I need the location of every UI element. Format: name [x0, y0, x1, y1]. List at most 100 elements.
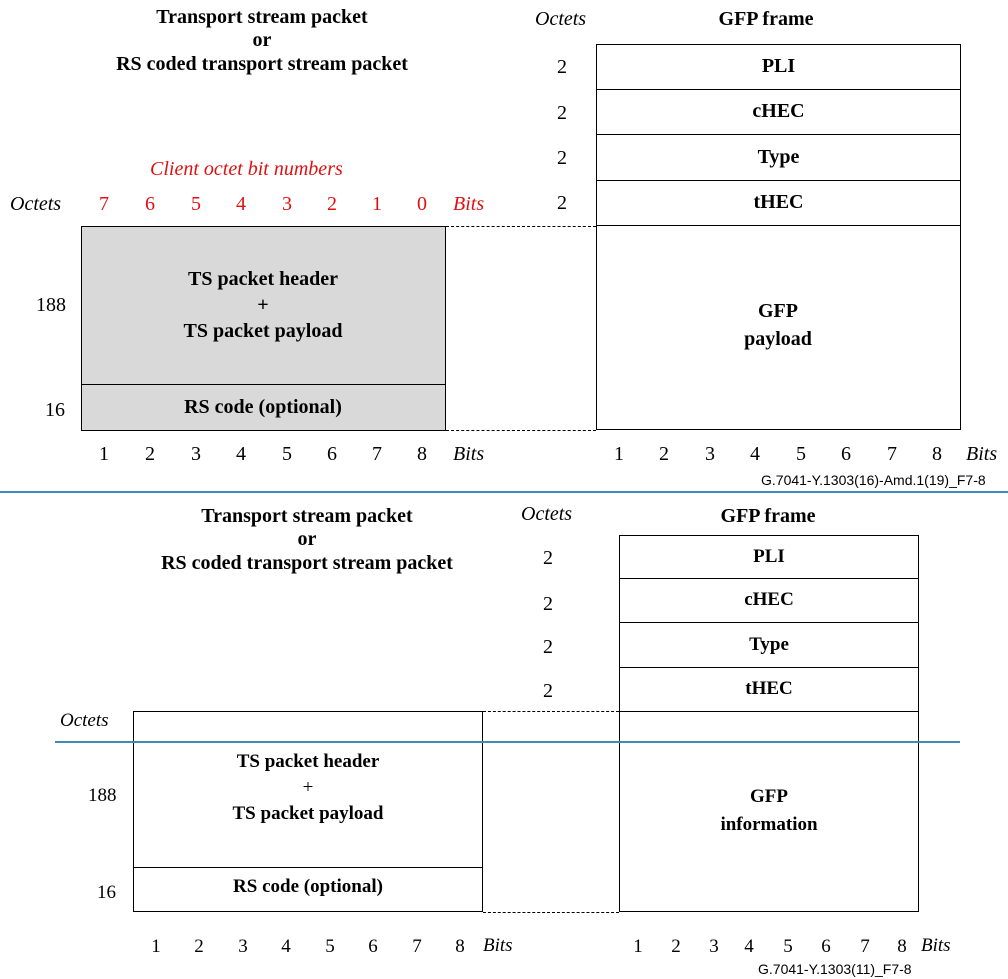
payload-octets: 188: [88, 785, 117, 806]
gfp-frame-box: [596, 44, 961, 430]
ts-bit-number: 1: [99, 443, 109, 465]
octets-header: Octets: [521, 503, 573, 525]
gfp-bit-number: 7: [860, 936, 870, 957]
gfp-bit-number: 6: [841, 443, 851, 465]
ts-plus-label: +: [257, 294, 269, 316]
type-field: Type: [749, 633, 789, 655]
payload-octets: 188: [36, 294, 66, 316]
thec-octets: 2: [543, 680, 553, 702]
ts-title-or: or: [297, 528, 317, 550]
gfp-payload-line2: payload: [744, 328, 812, 350]
ts-bits-label: Bits: [453, 443, 485, 465]
client-bit-number: 3: [282, 193, 292, 215]
ts-bit-number: 3: [191, 443, 201, 465]
ts-bit-number: 1: [151, 936, 161, 957]
pli-octets: 2: [543, 547, 553, 569]
gfp-bit-number: 1: [614, 443, 624, 465]
connector-line: [446, 430, 596, 431]
gfp-bit-number: 2: [671, 936, 681, 957]
client-bit-number: 2: [327, 193, 337, 215]
client-bit-number: 1: [372, 193, 382, 215]
left-octets-label: Octets: [10, 193, 62, 215]
ts-packet-box: [133, 711, 483, 912]
gfp-bit-number: 3: [705, 443, 715, 465]
ts-bit-number: 5: [282, 443, 292, 465]
ts-bit-number: 7: [372, 443, 382, 465]
ts-bit-number: 6: [327, 443, 337, 465]
ts-packet-payload-label: TS packet payload: [183, 320, 343, 342]
rs-code-label: RS code (optional): [233, 876, 383, 897]
gfp-bit-number: 4: [744, 936, 754, 957]
ts-packet-header-label: TS packet header: [236, 751, 380, 772]
gfp-separator: [596, 180, 961, 181]
client-bit-number: 5: [191, 193, 201, 215]
gfp-info-line1: GFP: [750, 786, 788, 807]
ts-title-line2: RS coded transport stream packet: [161, 552, 453, 574]
client-bit-numbers-label: Client octet bit numbers: [150, 158, 343, 180]
gfp-bits-label: Bits: [966, 443, 998, 465]
gfp-bit-number: 8: [932, 443, 942, 465]
connector-line: [483, 711, 619, 712]
rs-separator: [81, 384, 446, 385]
figure-tag: G.7041-Y.1303(16)-Amd.1(19)_F7-8: [761, 472, 986, 488]
gfp-separator: [619, 667, 919, 668]
gfp-bit-number: 1: [633, 936, 643, 957]
thec-field: tHEC: [745, 678, 793, 699]
connector-line: [483, 912, 619, 913]
chec-field: cHEC: [752, 100, 805, 122]
chec-field: cHEC: [744, 589, 794, 610]
gfp-info-line2: information: [720, 814, 818, 835]
ts-bits-label: Bits: [483, 935, 513, 956]
client-bits-label: Bits: [453, 193, 485, 215]
ts-packet-box: [81, 226, 446, 431]
ts-title-line1: Transport stream packet: [156, 6, 368, 28]
type-octets: 2: [543, 636, 553, 658]
rs-octets: 16: [97, 882, 116, 903]
ts-packet-header-label: TS packet header: [188, 268, 338, 290]
gfp-bit-number: 6: [821, 936, 831, 957]
client-bit-number: 0: [417, 193, 427, 215]
ts-bit-number: 8: [417, 443, 427, 465]
ts-bit-number: 4: [281, 936, 291, 957]
rs-code-label: RS code (optional): [184, 396, 342, 418]
ts-bit-number: 2: [194, 936, 204, 957]
pli-octets: 2: [557, 56, 567, 78]
chec-octets: 2: [543, 593, 553, 615]
gfp-bit-number: 7: [887, 443, 897, 465]
gfp-bit-number: 5: [796, 443, 806, 465]
gfp-bit-number: 5: [783, 936, 793, 957]
ts-bit-number: 6: [368, 936, 378, 957]
gfp-frame-title: GFP frame: [718, 8, 814, 30]
ts-title-line1: Transport stream packet: [201, 505, 413, 527]
thec-octets: 2: [557, 192, 567, 214]
gfp-separator: [596, 134, 961, 135]
ts-packet-payload-label: TS packet payload: [232, 803, 384, 824]
gfp-bit-number: 2: [659, 443, 669, 465]
gfp-separator: [619, 622, 919, 623]
rs-separator: [133, 867, 483, 868]
gfp-payload-line1: GFP: [758, 300, 798, 322]
gfp-separator: [619, 578, 919, 579]
ts-bit-number: 5: [325, 936, 335, 957]
ts-bit-number: 2: [145, 443, 155, 465]
pli-field: PLI: [761, 55, 796, 77]
gfp-bits-label: Bits: [921, 935, 951, 956]
section-divider: [0, 491, 1008, 493]
ts-title-line2: RS coded transport stream packet: [116, 53, 408, 75]
client-bit-number: 7: [99, 193, 109, 215]
gfp-separator: [619, 711, 919, 712]
ts-bit-number: 4: [236, 443, 246, 465]
ts-title-or: or: [252, 29, 272, 51]
blue-guide-line: [55, 741, 960, 743]
rs-octets: 16: [45, 399, 65, 421]
octets-header: Octets: [535, 8, 587, 30]
ts-bit-number: 7: [412, 936, 422, 957]
left-octets-label: Octets: [60, 710, 109, 731]
gfp-frame-box: [619, 535, 919, 912]
connector-line: [446, 226, 596, 227]
chec-octets: 2: [557, 102, 567, 124]
gfp-bit-number: 8: [897, 936, 907, 957]
client-bit-number: 4: [236, 193, 246, 215]
gfp-bit-number: 4: [750, 443, 760, 465]
type-field: Type: [757, 145, 800, 168]
